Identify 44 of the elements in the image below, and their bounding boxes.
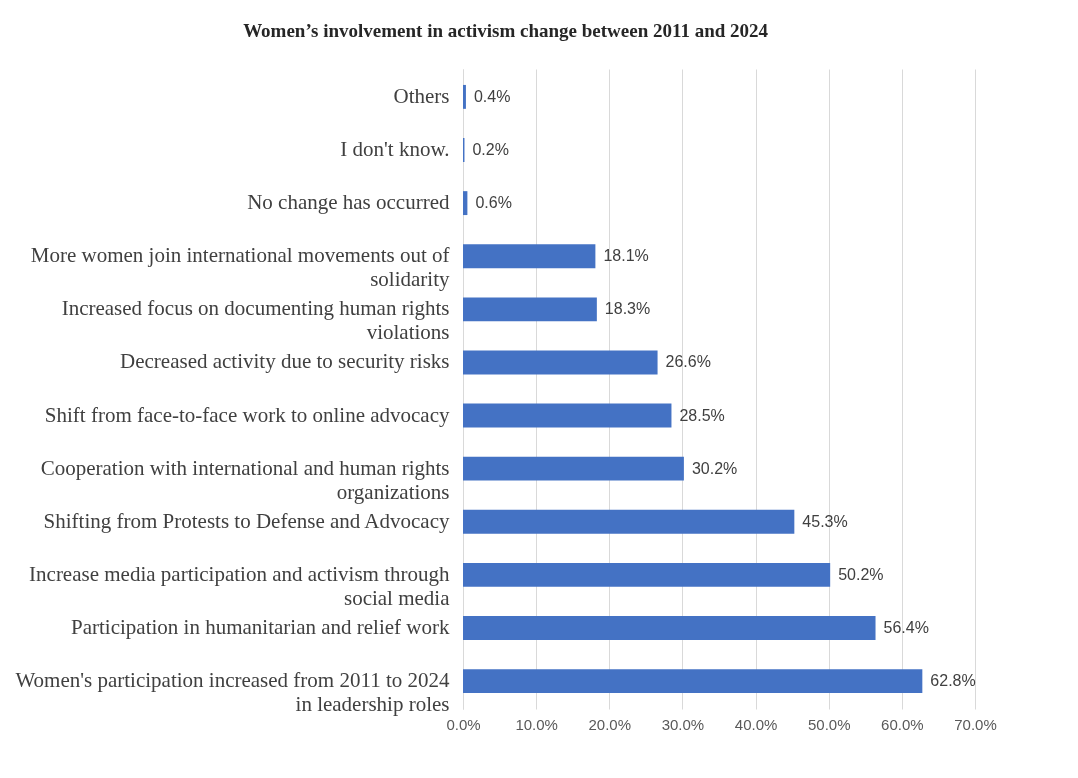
x-tick-label: 70.0% bbox=[954, 715, 997, 733]
x-tick-label: 10.0% bbox=[515, 715, 558, 733]
y-tick-label: Increase media participation and activism through social media bbox=[29, 561, 451, 610]
y-tick-label: Participation in humanitarian and relief work bbox=[71, 615, 450, 639]
bar bbox=[463, 84, 466, 109]
x-tick-label: 30.0% bbox=[661, 715, 705, 733]
y-tick-label: Women's participation increased from 2011 to 2024 in leadership roles bbox=[15, 668, 450, 717]
bar bbox=[463, 456, 684, 481]
x-tick-label: 50.0% bbox=[807, 715, 851, 733]
data-label: 30.2% bbox=[691, 459, 738, 477]
y-tick-label: Shifting from Protests to Defense and Advocacy bbox=[43, 508, 450, 533]
data-label: 56.4% bbox=[883, 619, 929, 636]
bar bbox=[463, 350, 658, 375]
data-label: 50.2% bbox=[838, 565, 884, 583]
data-label: 28.5% bbox=[679, 406, 725, 424]
x-tick-label: 60.0% bbox=[881, 715, 924, 733]
bar bbox=[463, 297, 597, 322]
y-tick-label: Shift from face-to-face work to online advocacy bbox=[44, 402, 450, 427]
x-tick-label: 40.0% bbox=[734, 715, 778, 733]
bar bbox=[463, 191, 468, 216]
data-label: 0.2% bbox=[472, 141, 509, 158]
data-label: 45.3% bbox=[802, 512, 848, 530]
data-label: 0.6% bbox=[475, 194, 512, 212]
y-tick-label: No change has occurred bbox=[247, 190, 450, 215]
data-label: 62.8% bbox=[930, 672, 976, 690]
x-tick-label: 20.0% bbox=[588, 715, 632, 733]
data-label: 18.1% bbox=[603, 247, 649, 265]
bar bbox=[463, 403, 672, 428]
y-tick-label: More women join international movements out of solidarity bbox=[30, 243, 450, 292]
y-tick-label: Others bbox=[393, 83, 450, 108]
x-tick-label: 0.0% bbox=[446, 715, 481, 733]
y-tick-label: I don't know. bbox=[340, 137, 450, 161]
data-label: 0.4% bbox=[473, 87, 511, 105]
data-label: 18.3% bbox=[604, 300, 651, 318]
y-tick-label: Decreased activity due to security risks bbox=[120, 349, 450, 374]
chart-title: Women’s involvement in activism change between 2011 and 2024 bbox=[243, 20, 769, 41]
y-tick-label: Cooperation with international and human rights organizations bbox=[40, 455, 450, 504]
data-label: 26.6% bbox=[665, 353, 711, 371]
bar bbox=[463, 616, 876, 640]
y-tick-label: Increased focus on documenting human rights violations bbox=[61, 296, 450, 345]
bar bbox=[463, 244, 596, 269]
bar bbox=[463, 562, 831, 587]
bar bbox=[463, 669, 923, 694]
bar bbox=[463, 509, 795, 534]
